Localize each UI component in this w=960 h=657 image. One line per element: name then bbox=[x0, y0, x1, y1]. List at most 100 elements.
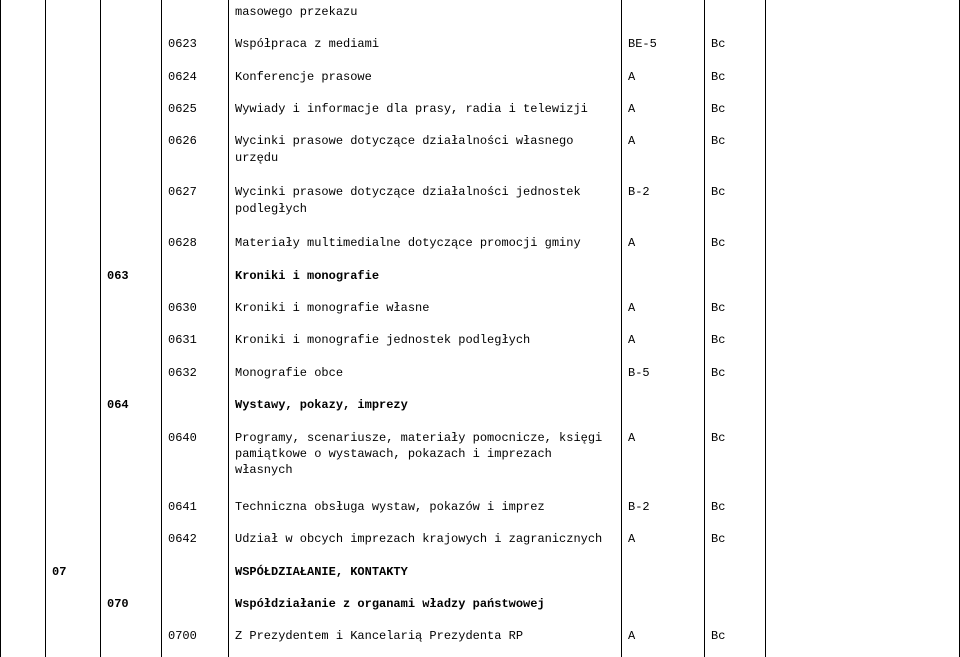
cell-c7: Bc bbox=[705, 328, 766, 360]
cell-c4: 0700 bbox=[162, 624, 229, 657]
cell-c4 bbox=[162, 264, 229, 296]
cell-c6: A bbox=[622, 97, 705, 129]
table-row: 0640Programy, scenariusze, materiały pom… bbox=[1, 426, 960, 496]
cell-c2 bbox=[46, 129, 101, 180]
cell-c3 bbox=[101, 129, 162, 180]
cell-c6: A bbox=[622, 624, 705, 657]
cell-c5: Wycinki prasowe dotyczące działalności w… bbox=[229, 129, 622, 180]
cell-c4 bbox=[162, 0, 229, 32]
cell-c7: Bc bbox=[705, 527, 766, 559]
cell-c3 bbox=[101, 231, 162, 263]
table-row: 0641Techniczna obsługa wystaw, pokazów i… bbox=[1, 495, 960, 527]
cell-c6: B-2 bbox=[622, 495, 705, 527]
cell-c6: A bbox=[622, 527, 705, 559]
cell-c7: Bc bbox=[705, 624, 766, 657]
cell-c4 bbox=[162, 560, 229, 592]
cell-c4: 0641 bbox=[162, 495, 229, 527]
cell-c8 bbox=[766, 495, 960, 527]
cell-c3 bbox=[101, 0, 162, 32]
table-row: 064Wystawy, pokazy, imprezy bbox=[1, 393, 960, 425]
cell-c4: 0630 bbox=[162, 296, 229, 328]
cell-c5: Współdziałanie z organami władzy państwo… bbox=[229, 592, 622, 624]
cell-c8 bbox=[766, 393, 960, 425]
cell-c8 bbox=[766, 592, 960, 624]
cell-c8 bbox=[766, 426, 960, 496]
cell-c5: Współpraca z mediami bbox=[229, 32, 622, 64]
cell-c7: Bc bbox=[705, 65, 766, 97]
cell-c3 bbox=[101, 624, 162, 657]
cell-c2 bbox=[46, 231, 101, 263]
cell-c4: 0625 bbox=[162, 97, 229, 129]
cell-c3: 070 bbox=[101, 592, 162, 624]
cell-c2 bbox=[46, 527, 101, 559]
cell-c1 bbox=[1, 527, 46, 559]
cell-c4 bbox=[162, 592, 229, 624]
cell-c4 bbox=[162, 393, 229, 425]
cell-c5: Wycinki prasowe dotyczące działalności j… bbox=[229, 180, 622, 231]
table-row: 063Kroniki i monografie bbox=[1, 264, 960, 296]
cell-c6 bbox=[622, 0, 705, 32]
cell-c1 bbox=[1, 296, 46, 328]
cell-c5: Materiały multimedialne dotyczące promoc… bbox=[229, 231, 622, 263]
cell-c2 bbox=[46, 361, 101, 393]
cell-c6 bbox=[622, 592, 705, 624]
cell-c7 bbox=[705, 592, 766, 624]
table-row: 0632Monografie obceB-5Bc bbox=[1, 361, 960, 393]
cell-c8 bbox=[766, 361, 960, 393]
table-row: 0700Z Prezydentem i Kancelarią Prezydent… bbox=[1, 624, 960, 657]
cell-c1 bbox=[1, 624, 46, 657]
table-row: masowego przekazu bbox=[1, 0, 960, 32]
cell-c7 bbox=[705, 560, 766, 592]
cell-c1 bbox=[1, 495, 46, 527]
cell-c3 bbox=[101, 328, 162, 360]
cell-c8 bbox=[766, 97, 960, 129]
cell-c8 bbox=[766, 180, 960, 231]
cell-c7: Bc bbox=[705, 426, 766, 496]
table-row: 0626Wycinki prasowe dotyczące działalnoś… bbox=[1, 129, 960, 180]
cell-c5: Kroniki i monografie jednostek podległyc… bbox=[229, 328, 622, 360]
cell-c1 bbox=[1, 426, 46, 496]
cell-c6: A bbox=[622, 129, 705, 180]
cell-c4: 0642 bbox=[162, 527, 229, 559]
cell-c1 bbox=[1, 0, 46, 32]
cell-c1 bbox=[1, 65, 46, 97]
cell-c3 bbox=[101, 560, 162, 592]
cell-c8 bbox=[766, 65, 960, 97]
cell-c1 bbox=[1, 180, 46, 231]
cell-c6: B-5 bbox=[622, 361, 705, 393]
cell-c1 bbox=[1, 32, 46, 64]
cell-c5: masowego przekazu bbox=[229, 0, 622, 32]
cell-c7 bbox=[705, 393, 766, 425]
cell-c2 bbox=[46, 264, 101, 296]
cell-c7: Bc bbox=[705, 296, 766, 328]
table-row: 07WSPÓŁDZIAŁANIE, KONTAKTY bbox=[1, 560, 960, 592]
cell-c8 bbox=[766, 0, 960, 32]
cell-c8 bbox=[766, 560, 960, 592]
cell-c7: Bc bbox=[705, 32, 766, 64]
cell-c2 bbox=[46, 65, 101, 97]
cell-c4: 0623 bbox=[162, 32, 229, 64]
cell-c5: WSPÓŁDZIAŁANIE, KONTAKTY bbox=[229, 560, 622, 592]
cell-c5: Techniczna obsługa wystaw, pokazów i imp… bbox=[229, 495, 622, 527]
table-row: 0642Udział w obcych imprezach krajowych … bbox=[1, 527, 960, 559]
cell-c2 bbox=[46, 624, 101, 657]
cell-c6: A bbox=[622, 296, 705, 328]
cell-c4: 0627 bbox=[162, 180, 229, 231]
cell-c7: Bc bbox=[705, 495, 766, 527]
cell-c5: Kroniki i monografie własne bbox=[229, 296, 622, 328]
cell-c3: 064 bbox=[101, 393, 162, 425]
cell-c8 bbox=[766, 527, 960, 559]
cell-c6 bbox=[622, 393, 705, 425]
cell-c3 bbox=[101, 296, 162, 328]
table-row: 0623Współpraca z mediamiBE-5Bc bbox=[1, 32, 960, 64]
cell-c6: A bbox=[622, 328, 705, 360]
cell-c2 bbox=[46, 180, 101, 231]
cell-c5: Wywiady i informacje dla prasy, radia i … bbox=[229, 97, 622, 129]
cell-c1 bbox=[1, 129, 46, 180]
cell-c3 bbox=[101, 97, 162, 129]
cell-c3 bbox=[101, 32, 162, 64]
cell-c2 bbox=[46, 328, 101, 360]
cell-c8 bbox=[766, 32, 960, 64]
cell-c2 bbox=[46, 426, 101, 496]
cell-c3 bbox=[101, 495, 162, 527]
